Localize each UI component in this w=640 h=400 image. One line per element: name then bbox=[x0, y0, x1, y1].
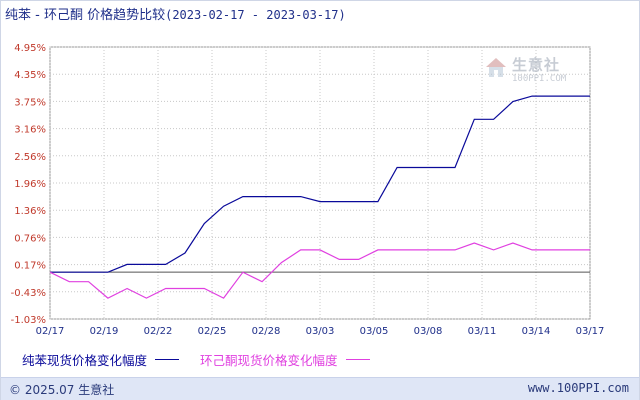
y-tick-label: -1.03% bbox=[11, 315, 46, 326]
watermark-url: 100PPI.COM bbox=[512, 74, 567, 84]
x-tick-label: 03/08 bbox=[414, 326, 443, 337]
x-tick-label: 03/14 bbox=[522, 326, 551, 337]
x-tick-label: 02/25 bbox=[198, 326, 227, 337]
chart-legend: 纯苯现货价格变化幅度 环己酮现货价格变化幅度 bbox=[0, 347, 640, 371]
y-tick-labels: 4.95% 4.35% 3.75% 3.16% 2.56% 1.96% 1.36% 0.76%… bbox=[11, 43, 46, 326]
x-tick-label: 03/03 bbox=[306, 326, 335, 337]
chart-title-main: 纯苯 - 环己酮 价格趋势比较 bbox=[5, 8, 166, 23]
legend-item-cyclohexanone: 环己酮现货价格变化幅度 bbox=[200, 347, 370, 371]
legend-item-benzene: 纯苯现货价格变化幅度 bbox=[22, 347, 180, 371]
house-logo-icon bbox=[486, 58, 506, 77]
y-tick-label: 0.17% bbox=[14, 261, 46, 272]
y-tick-label: 4.35% bbox=[14, 70, 46, 81]
y-tick-label: 0.76% bbox=[14, 233, 46, 244]
y-tick-label: 1.96% bbox=[14, 179, 46, 190]
y-tick-label: -0.43% bbox=[11, 288, 46, 299]
legend-swatch-benzene bbox=[155, 358, 180, 360]
series-line-benzene bbox=[50, 95, 590, 273]
site-link[interactable]: www.100PPI.com bbox=[527, 381, 629, 395]
watermark: 生意社 100PPI.COM bbox=[484, 54, 584, 88]
x-tick-label: 03/17 bbox=[576, 326, 605, 337]
series-lines bbox=[49, 95, 590, 299]
y-tick-label: 4.95% bbox=[14, 43, 46, 54]
series-line-cyclohexanone bbox=[49, 242, 590, 299]
x-tick-label: 02/22 bbox=[144, 326, 173, 337]
x-tick-label: 02/28 bbox=[252, 326, 281, 337]
legend-swatch-cyclohexanone bbox=[345, 358, 370, 360]
y-tick-label: 3.16% bbox=[14, 125, 46, 136]
chart-title: 纯苯 - 环己酮 价格趋势比较(2023-02-17 - 2023-03-17) bbox=[5, 4, 346, 23]
y-tick-label: 1.36% bbox=[14, 206, 46, 217]
y-tick-label: 3.75% bbox=[14, 97, 46, 108]
x-tick-label: 02/17 bbox=[36, 326, 65, 337]
legend-label-benzene: 纯苯现货价格变化幅度 bbox=[22, 352, 148, 368]
legend-label-cyclohexanone: 环己酮现货价格变化幅度 bbox=[200, 352, 338, 368]
x-tick-label: 03/11 bbox=[468, 326, 497, 337]
chart-title-range: (2023-02-17 - 2023-03-17) bbox=[165, 8, 346, 22]
y-tick-label: 2.56% bbox=[14, 152, 46, 163]
copyright-text: © 2025.07 生意社 bbox=[9, 383, 115, 397]
x-tick-labels: 02/17 02/19 02/22 02/25 02/28 03/03 03/05 03/08… bbox=[36, 326, 605, 337]
footer-bar: © 2025.07 生意社 www.100PPI.com bbox=[1, 377, 639, 400]
x-tick-label: 02/19 bbox=[90, 326, 119, 337]
watermark-name: 生意社 bbox=[512, 56, 561, 74]
x-tick-label: 03/05 bbox=[360, 326, 389, 337]
